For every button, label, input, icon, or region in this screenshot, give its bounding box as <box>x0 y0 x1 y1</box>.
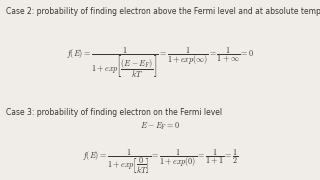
Text: $E - E_F = 0$: $E - E_F = 0$ <box>140 120 180 132</box>
Text: Case 2: probability of finding electron above the Fermi level and at absolute te: Case 2: probability of finding electron … <box>6 7 320 16</box>
Text: $f(E) = \dfrac{1}{1 + exp\left[\dfrac{0}{kT}\right]} = \dfrac{1}{1 + exp(0)} = \: $f(E) = \dfrac{1}{1 + exp\left[\dfrac{0}… <box>82 148 238 176</box>
Text: $f(E) = \dfrac{1}{1 + exp\left[\dfrac{(E - E_F)}{kT}\right]} = \dfrac{1}{1 + exp: $f(E) = \dfrac{1}{1 + exp\left[\dfrac{(E… <box>66 46 254 80</box>
Text: Case 3: probability of finding electron on the Fermi level: Case 3: probability of finding electron … <box>6 108 222 117</box>
